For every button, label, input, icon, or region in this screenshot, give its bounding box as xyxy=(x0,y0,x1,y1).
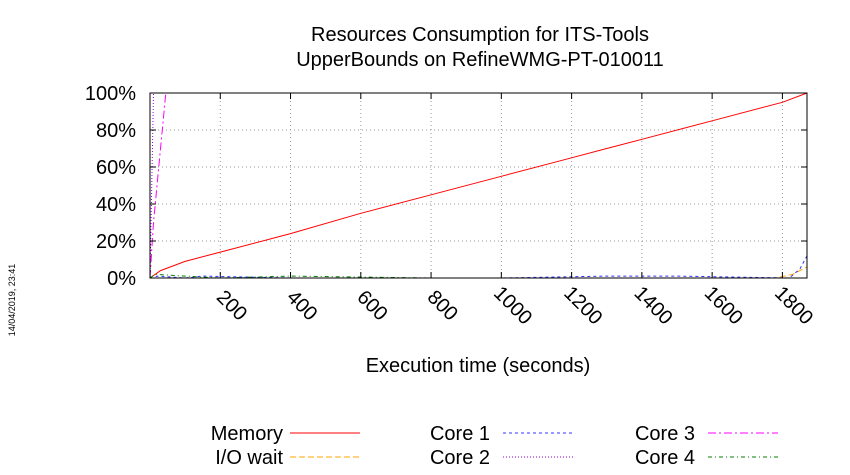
y-tick-label: 20% xyxy=(96,231,136,253)
series-line-core-3 xyxy=(149,92,807,279)
x-tick-label: 400 xyxy=(282,286,321,325)
chart-title-line-1: Resources Consumption for ITS-Tools xyxy=(311,24,649,46)
x-tick-label: 600 xyxy=(352,286,391,325)
series-line-core-1 xyxy=(150,255,808,279)
y-tick-label: 0% xyxy=(107,268,136,290)
x-tick-label: 1400 xyxy=(630,282,677,329)
x-tick-label: 1600 xyxy=(700,282,747,329)
y-tick-label: 80% xyxy=(96,120,136,142)
axis-ticks: 0% 20% 40% 60% 80% 100% 200 400 600 800 1000 1200 14… xyxy=(85,83,817,329)
legend-label-core-2: Core 2 xyxy=(430,447,490,469)
chart-title-line-2: UpperBounds on RefineWMG-PT-010011 xyxy=(296,49,664,71)
timestamp-label: 14/04/2019, 23:41 xyxy=(7,264,17,337)
x-tick-label: 1000 xyxy=(489,282,536,329)
x-axis-label: Execution time (seconds) xyxy=(366,355,591,377)
legend-label-core-1: Core 1 xyxy=(430,423,490,445)
legend-label-core-3: Core 3 xyxy=(635,423,695,445)
legend-label-memory: Memory xyxy=(211,423,283,445)
legend-label-core-4: Core 4 xyxy=(635,447,695,469)
grid-lines xyxy=(150,93,807,278)
plot-frame xyxy=(149,92,808,279)
x-tick-label: 800 xyxy=(423,286,462,325)
x-tick-label: 1200 xyxy=(559,282,606,329)
series-line-core-2 xyxy=(149,92,807,279)
series-line-memory xyxy=(149,92,808,279)
y-tick-label: 60% xyxy=(96,157,136,179)
y-tick-label: 40% xyxy=(96,194,136,216)
x-tick-label: 1800 xyxy=(770,282,817,329)
y-tick-label: 100% xyxy=(85,83,136,105)
x-tick-label: 200 xyxy=(212,286,251,325)
series-layer xyxy=(149,92,808,279)
legend-label-i-o-wait: I/O wait xyxy=(215,447,283,469)
